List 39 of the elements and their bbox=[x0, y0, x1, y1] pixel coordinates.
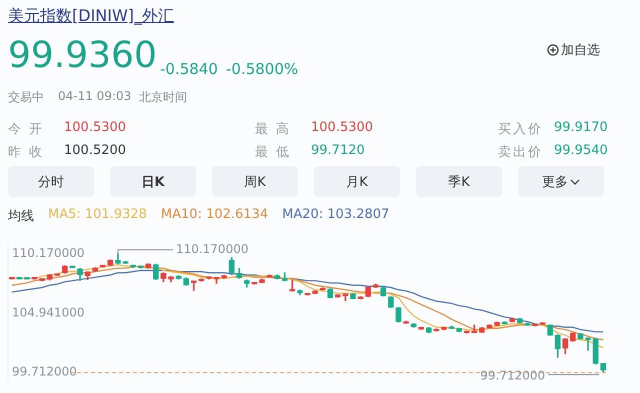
text: 04-11 09:03 bbox=[58, 89, 132, 103]
text: 99.9170 bbox=[554, 120, 608, 135]
text: 今 开 bbox=[8, 121, 44, 138]
text: 月K bbox=[346, 174, 368, 190]
text: 日K bbox=[141, 174, 165, 190]
text: 交易中 bbox=[8, 89, 44, 106]
text: 更多 bbox=[542, 174, 568, 190]
text: 最 高 bbox=[255, 121, 292, 138]
annotation: 99.712000 bbox=[480, 368, 546, 383]
annotation: 110.170000 bbox=[176, 242, 248, 256]
text: 买入价 bbox=[498, 121, 543, 138]
candlestick bbox=[304, 292, 310, 296]
text: MA10: 102.6134 bbox=[160, 207, 268, 224]
text: 卖出价 bbox=[498, 144, 543, 161]
text: 季K bbox=[448, 174, 470, 190]
text: MA5: 101.9328 bbox=[48, 207, 147, 224]
text: -0.5800% bbox=[226, 60, 298, 78]
y-tick-label: 110.170000 bbox=[12, 246, 85, 260]
text: 99.9360 bbox=[8, 34, 157, 78]
candlestick bbox=[100, 264, 106, 268]
text: 周K bbox=[244, 174, 266, 190]
text: 最 低 bbox=[255, 144, 292, 161]
text: 100.5300 bbox=[64, 120, 126, 135]
text: 昨 收 bbox=[8, 144, 44, 161]
y-tick-label: 104.941000 bbox=[12, 305, 85, 320]
text: 99.7120 bbox=[311, 143, 365, 158]
text: 加自选 bbox=[561, 42, 600, 59]
text: 100.5300 bbox=[311, 120, 374, 135]
candlestick bbox=[464, 330, 470, 334]
y-tick-label: 99.712000 bbox=[12, 364, 77, 379]
text: 100.5200 bbox=[64, 143, 126, 158]
chart-title: 美元指数[DINIW]_外汇 bbox=[8, 6, 174, 27]
text: MA20: 103.2807 bbox=[282, 207, 390, 224]
text: 北京时间 bbox=[139, 89, 187, 106]
candlestick bbox=[509, 318, 516, 322]
legend-title: 均线 bbox=[8, 208, 34, 225]
text: -0.5840 bbox=[160, 60, 218, 78]
text: 99.9540 bbox=[554, 143, 608, 158]
text: 分时 bbox=[38, 174, 64, 190]
